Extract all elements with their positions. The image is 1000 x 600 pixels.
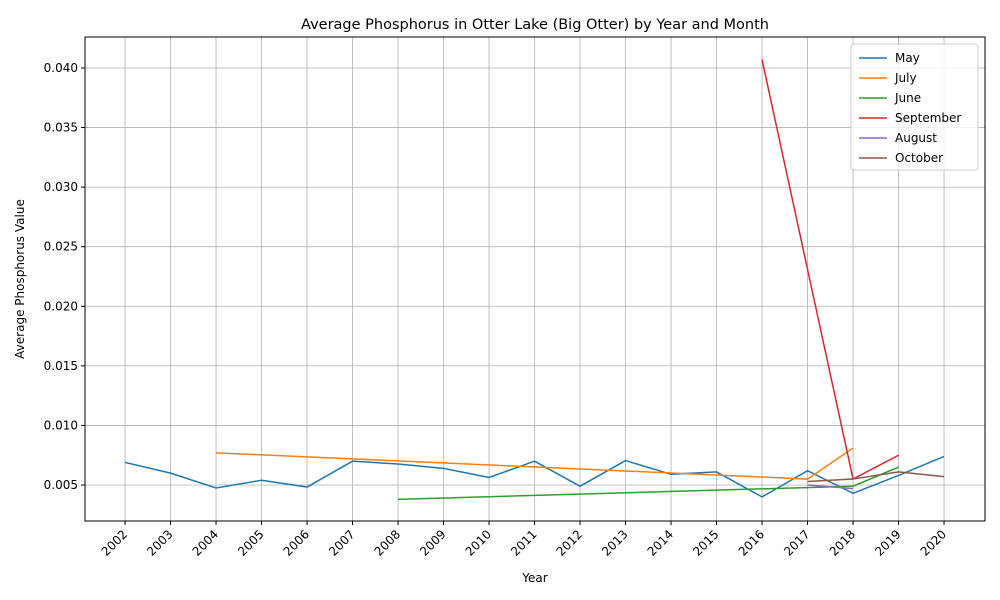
y-tick-label: 0.025 [44,240,78,254]
x-tick-label: 2012 [554,527,585,558]
legend-label: October [895,151,943,165]
y-tick-label: 0.005 [44,478,78,492]
x-tick-label: 2014 [645,527,676,558]
legend-label: August [895,131,937,145]
x-tick-label: 2018 [827,527,858,558]
y-tick-label: 0.010 [44,418,78,432]
x-tick-label: 2006 [281,527,312,558]
x-tick-label: 2013 [599,527,630,558]
x-tick-label: 2007 [326,527,357,558]
y-tick-label: 0.030 [44,180,78,194]
x-axis-label: Year [521,571,547,585]
x-tick-label: 2015 [690,527,721,558]
y-tick-label: 0.015 [44,359,78,373]
x-tick-label: 2008 [372,527,403,558]
x-tick-label: 2004 [190,527,221,558]
x-tick-label: 2010 [463,527,494,558]
y-tick-label: 0.040 [44,61,78,75]
series-line [807,471,945,483]
legend-label: May [895,51,920,65]
x-tick-label: 2019 [872,527,903,558]
series-line [807,484,854,490]
x-tick-label: 2005 [235,527,266,558]
y-tick-label: 0.020 [44,299,78,313]
legend-label: July [894,71,917,85]
y-axis-label: Average Phosphorus Value [13,199,27,359]
series-line [124,455,945,498]
y-tick-label: 0.035 [44,121,78,135]
legend-label: June [894,91,921,105]
legend-label: September [895,111,961,125]
chart-title: Average Phosphorus in Otter Lake (Big Ot… [301,17,769,33]
series-line [216,447,854,480]
series-line [398,466,899,501]
x-tick-label: 2016 [736,527,767,558]
x-tick-label: 2003 [144,527,175,558]
x-tick-label: 2009 [417,527,448,558]
x-tick-label: 2011 [508,527,539,558]
x-tick-label: 2002 [99,527,130,558]
x-tick-label: 2020 [918,527,949,558]
x-tick-label: 2017 [781,527,812,558]
plot-frame [84,36,986,522]
